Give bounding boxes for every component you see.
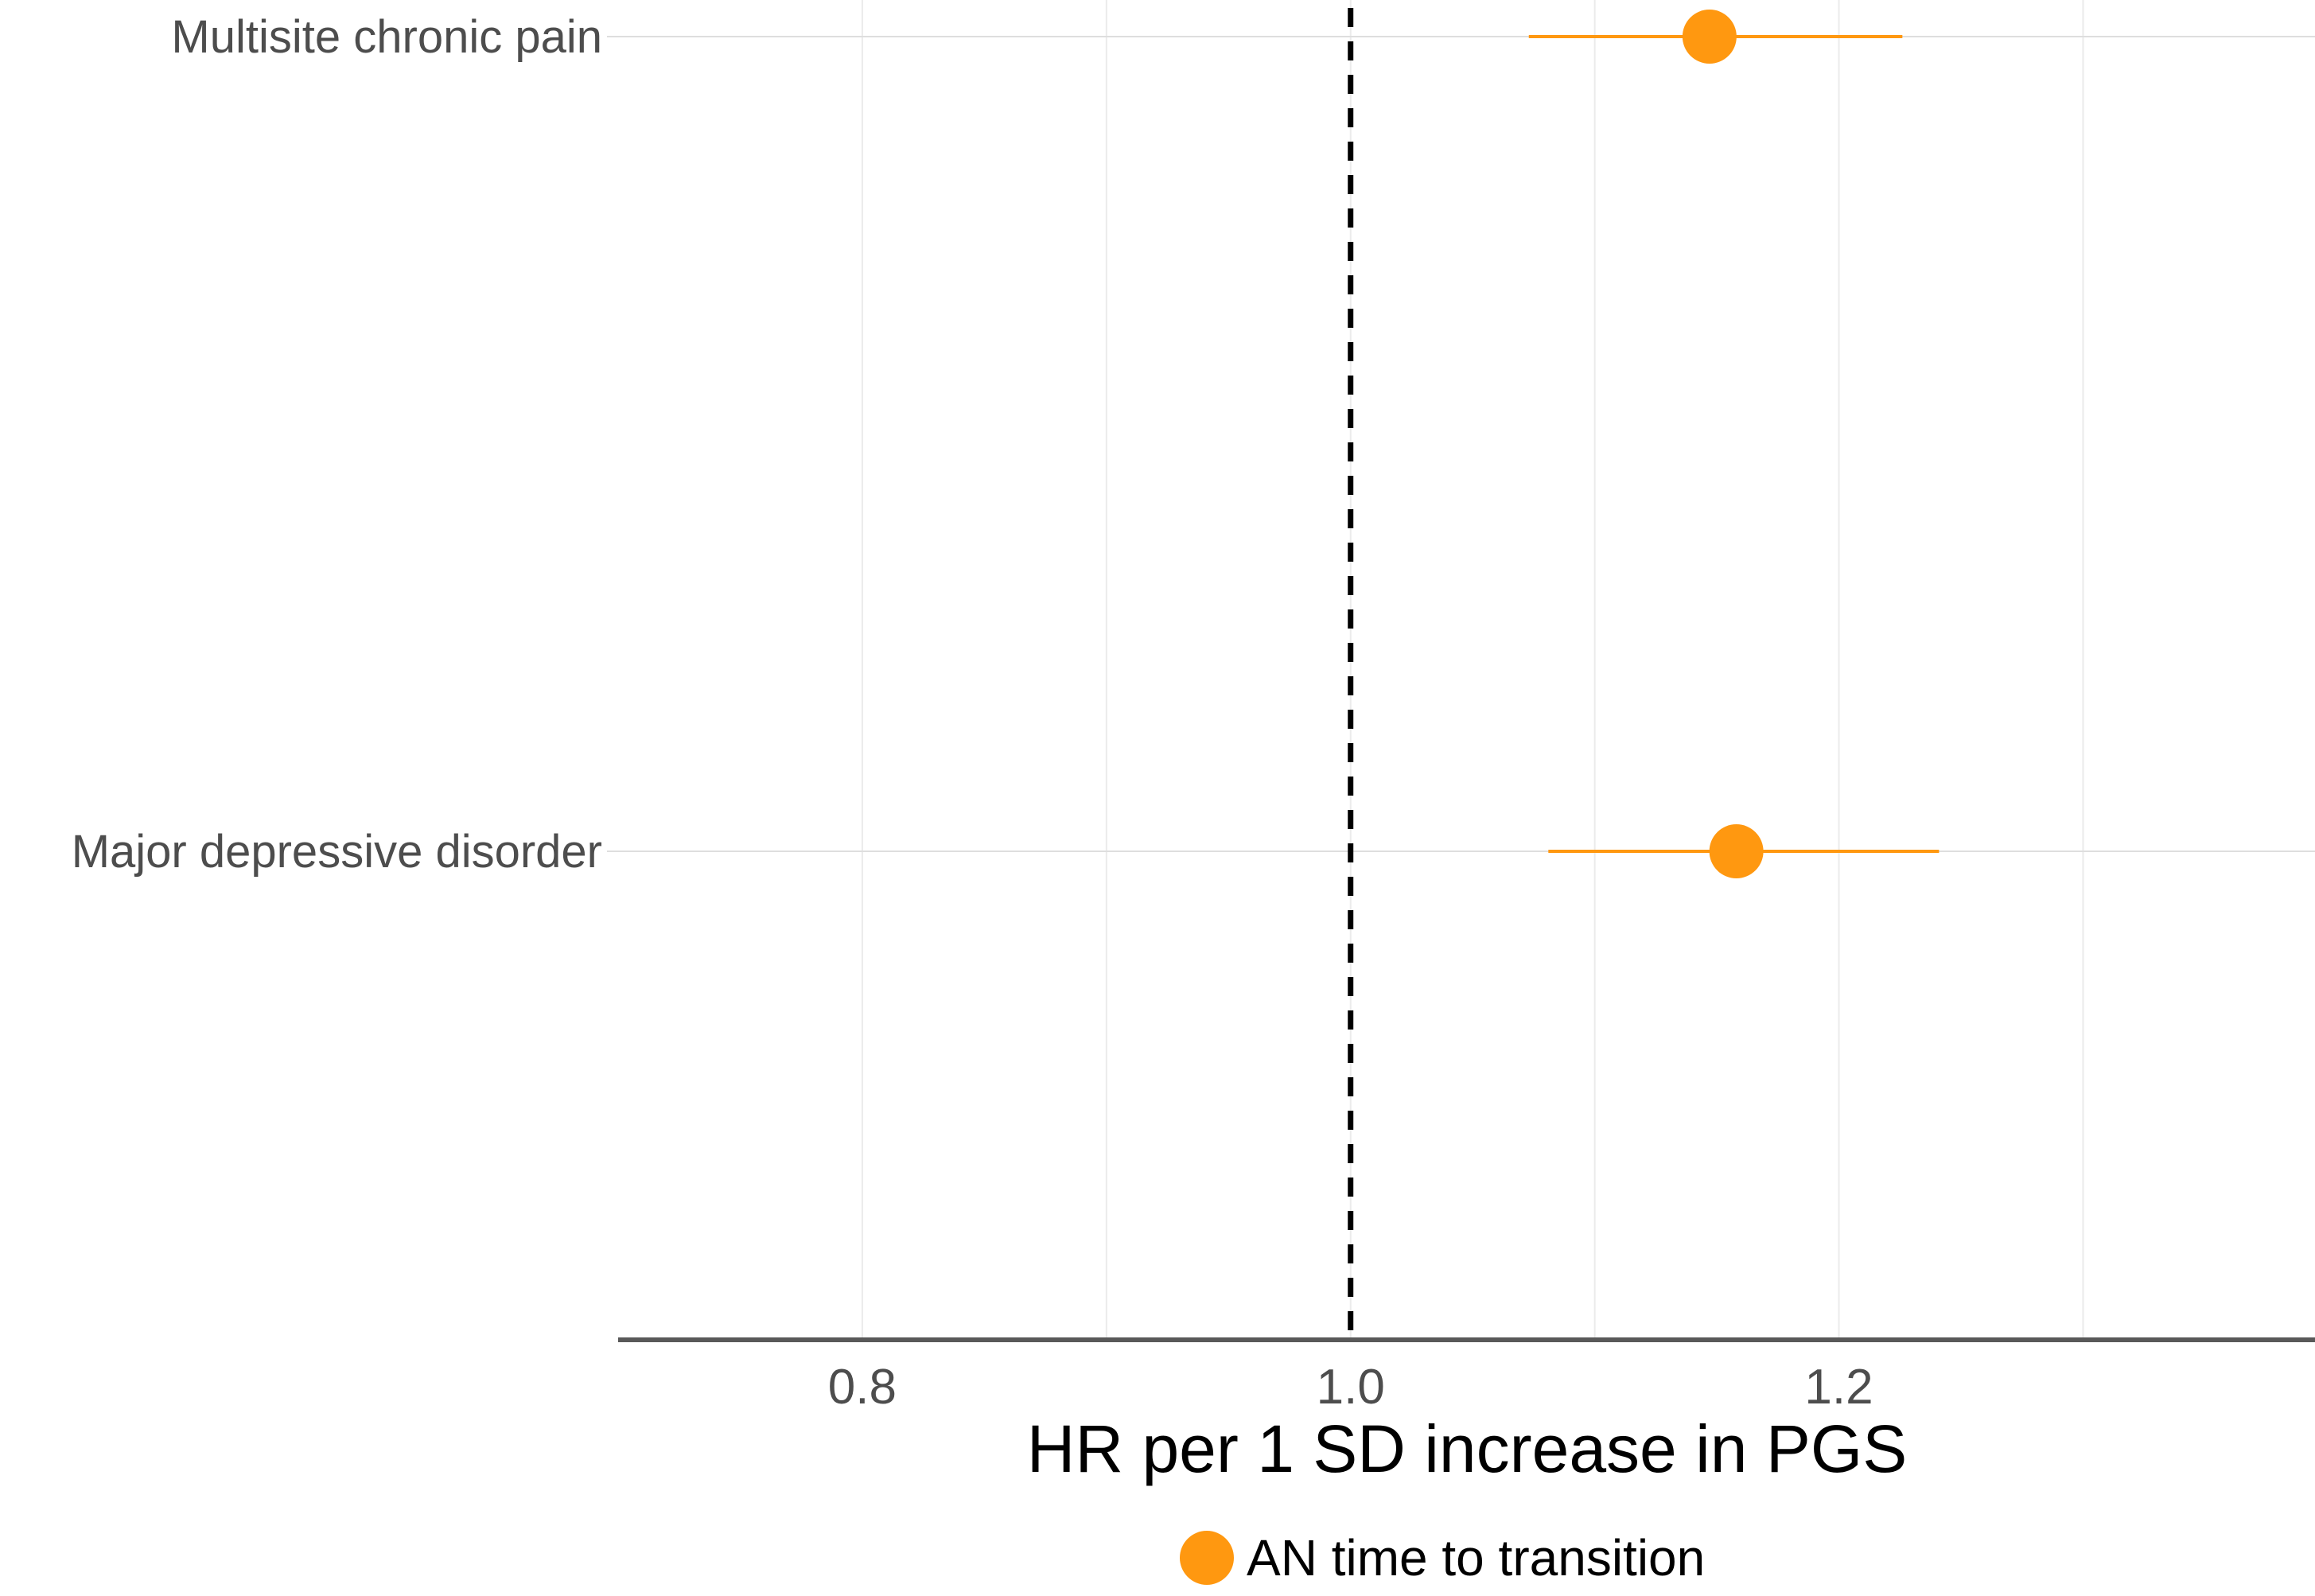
legend-swatch: [1180, 1531, 1234, 1585]
legend-label: AN time to transition: [1247, 1529, 1705, 1586]
point-estimate: [1709, 824, 1764, 878]
x-axis-title: HR per 1 SD increase in PGS: [1027, 1411, 1907, 1486]
x-tick-label: 1.2: [1804, 1360, 1873, 1415]
point-estimate: [1682, 10, 1737, 64]
x-tick-label: 1.0: [1317, 1360, 1385, 1415]
x-tick-label: 0.8: [828, 1360, 897, 1415]
category-label: Major depressive disorder: [72, 826, 602, 878]
category-label: Multisite chronic pain: [171, 11, 602, 63]
